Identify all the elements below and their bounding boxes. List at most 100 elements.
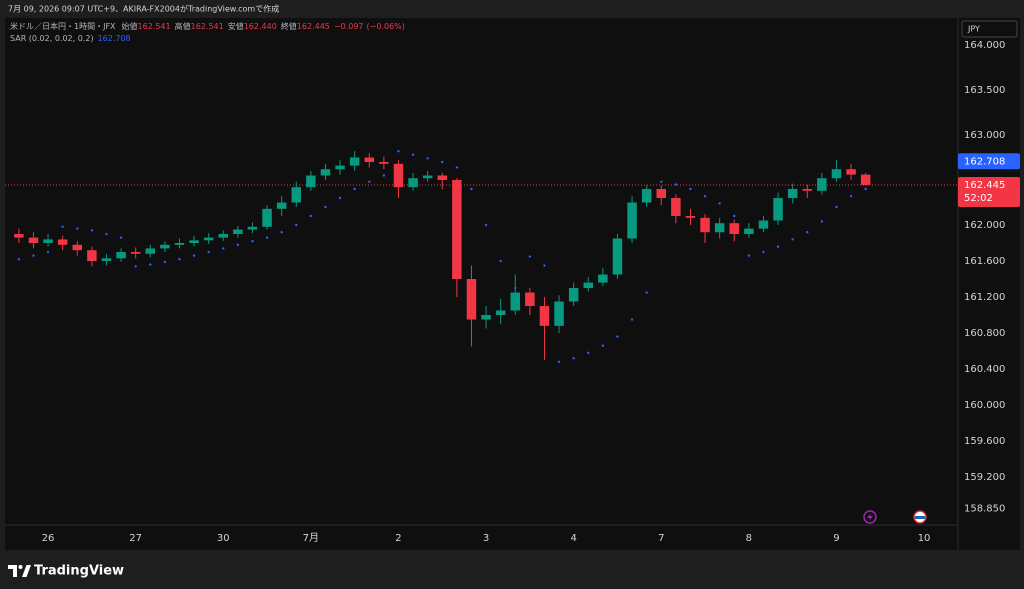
candle-body [744, 228, 754, 235]
sar-dot [280, 231, 283, 234]
ohlc-value: 162.541 [138, 22, 171, 31]
brand[interactable]: TradingView [34, 564, 124, 579]
sar-dot [514, 286, 517, 290]
chart-pane [5, 18, 958, 525]
sar-value: 162.708 [98, 34, 131, 43]
candle-body [452, 180, 462, 280]
last-price-tag [958, 176, 1020, 207]
change: −0.097 [334, 22, 364, 31]
candle-body [466, 279, 477, 320]
sar-dot [236, 243, 240, 247]
candle-body [218, 234, 229, 238]
candle-body [539, 306, 550, 326]
y-tick-label: 161.200 [964, 292, 1005, 303]
candle-body [641, 189, 652, 203]
candle-body [57, 239, 68, 245]
sar-dot [353, 187, 356, 191]
time-axis [5, 525, 958, 550]
sar-dot [105, 232, 108, 236]
x-tick-label: 26 [42, 533, 55, 544]
currency[interactable]: JPY [967, 25, 980, 34]
y-tick-label: 164.000 [964, 40, 1005, 51]
candle-body [656, 189, 667, 199]
candle-body [145, 248, 156, 254]
sar-dot [718, 202, 721, 205]
ohlc-value: 162.440 [244, 22, 277, 31]
candle-body [817, 178, 827, 191]
candle-body [233, 229, 243, 235]
ohlc-value: 162.445 [297, 22, 330, 31]
candle-body [627, 202, 637, 239]
candle-body [846, 169, 856, 175]
sar-dot [835, 205, 838, 209]
candle-body [335, 165, 345, 170]
candle-body [116, 252, 126, 259]
y-tick-label: 159.600 [964, 436, 1005, 447]
sar-dot [630, 318, 634, 321]
y-tick-label: 163.500 [964, 85, 1005, 96]
sar-dot [251, 240, 254, 243]
brand-logo[interactable]: TradingView [8, 564, 124, 579]
y-tick-label: 162.000 [964, 220, 1005, 231]
x-tick-label: 9 [833, 533, 839, 544]
candle-body [729, 223, 740, 235]
event-icon[interactable] [863, 510, 877, 524]
ohlc-value: 162.541 [191, 22, 224, 31]
candle-body [568, 288, 579, 302]
candle-body [72, 244, 83, 251]
candle-body [773, 198, 783, 221]
logo-mark [8, 565, 17, 577]
sar-dot [820, 220, 824, 223]
currency-box[interactable] [961, 20, 1018, 38]
price-axis [958, 18, 1020, 550]
candle-body [495, 310, 506, 316]
candle-body [612, 238, 623, 275]
candle-body [408, 178, 418, 188]
sar-dot [806, 231, 809, 234]
candle-body [87, 250, 97, 262]
candle-body [510, 292, 521, 311]
logo-mark [22, 565, 31, 577]
candle-body [393, 163, 404, 188]
sar-dot [90, 229, 94, 232]
sar-dot [324, 205, 327, 209]
sar-dot [309, 214, 313, 218]
candle-body [525, 292, 535, 307]
country-icon-band [915, 516, 925, 519]
y-tick-label: 160.800 [964, 328, 1005, 339]
sar-dot [776, 245, 780, 248]
sar-dot [557, 360, 561, 364]
sar-dot [762, 250, 765, 254]
sar-dot [32, 254, 35, 257]
sar-dot [441, 160, 444, 164]
candle-body [831, 169, 842, 179]
candle-body [203, 237, 214, 241]
candle-body [349, 157, 360, 166]
candle-body [247, 226, 258, 230]
candle-body [28, 237, 39, 244]
candle-body [130, 252, 141, 254]
sar-dot [163, 260, 167, 264]
logo-dot [18, 565, 23, 569]
sar-dot [791, 238, 794, 241]
sar-dot [601, 344, 605, 347]
candle-body [700, 217, 710, 233]
sar-dot [616, 335, 619, 338]
sar-dot [645, 291, 648, 294]
sar-legend: SAR (0.02, 0.02, 0.2) 162.708 [10, 34, 131, 43]
candle-body [379, 162, 389, 164]
candle-body [160, 244, 170, 249]
ohlc-label: 始値 [122, 21, 138, 31]
sar-dot [733, 214, 736, 218]
sar-dot [689, 187, 692, 191]
candle-body [174, 243, 185, 245]
candle-body [671, 198, 681, 217]
change-pct: (−0.06%) [367, 22, 405, 31]
sar-dot [76, 227, 79, 230]
sar-dot [499, 259, 502, 263]
candle-body [43, 239, 53, 244]
candle-body [714, 223, 725, 233]
sar-dot [426, 157, 429, 160]
